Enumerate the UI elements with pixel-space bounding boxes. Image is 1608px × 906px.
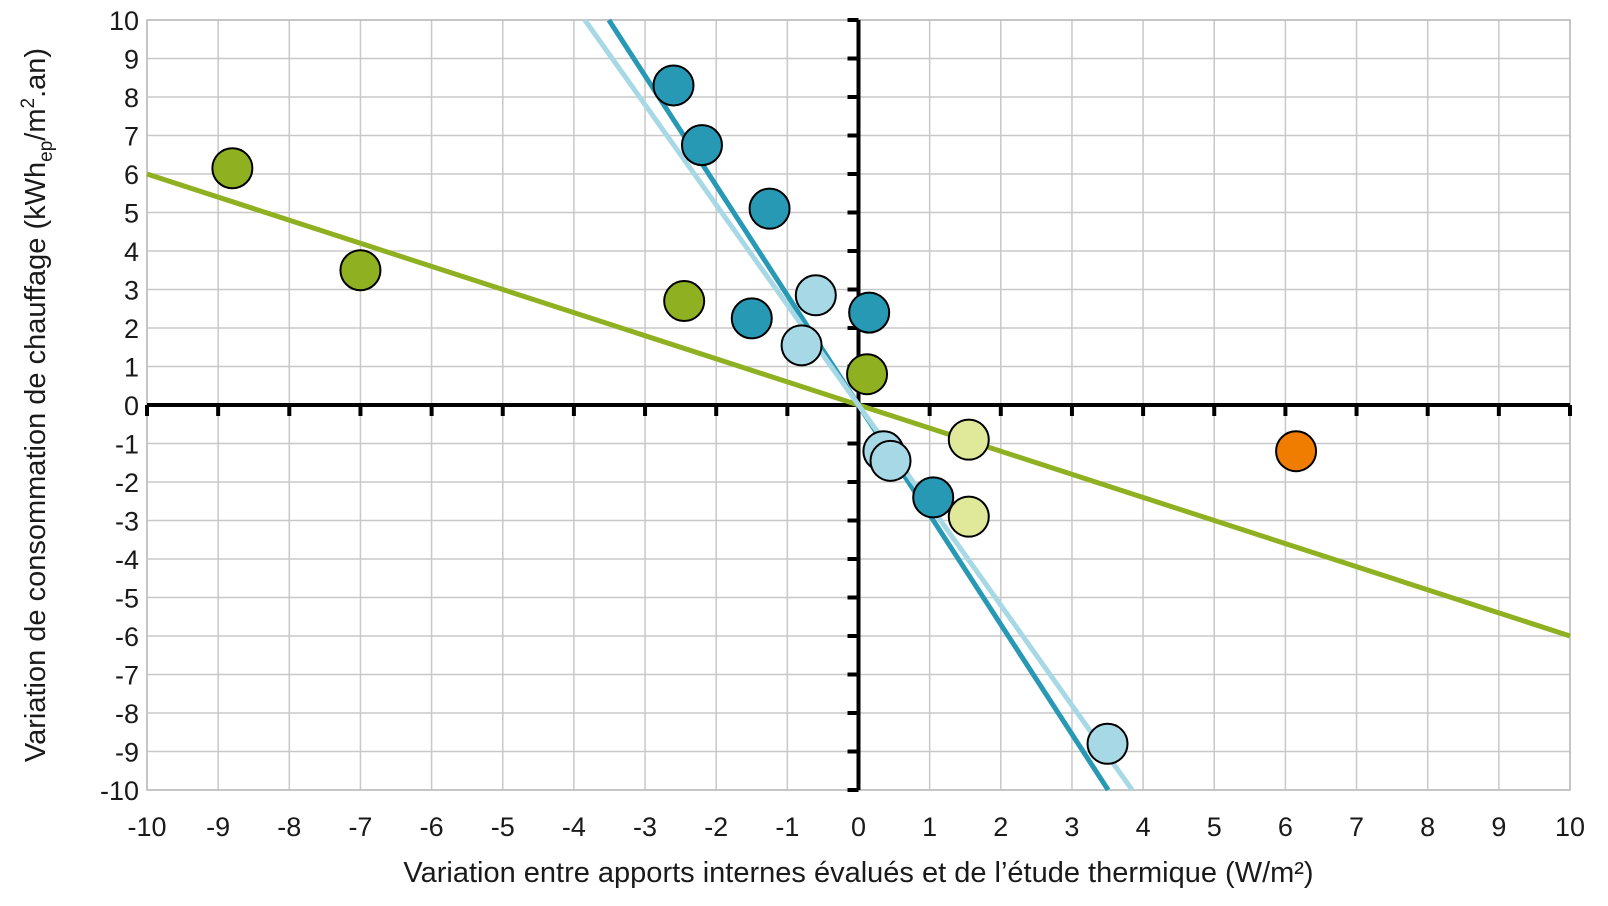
x-tick-label: 7 <box>1349 812 1364 842</box>
x-tick-label: -9 <box>206 812 230 842</box>
y-tick-label: -3 <box>115 507 139 537</box>
data-point <box>730 297 773 340</box>
x-tick-label: 4 <box>1136 812 1151 842</box>
y-axis-title: Variation de consommation de chauffage (… <box>18 48 57 762</box>
y-tick-label: -9 <box>115 738 139 768</box>
y-tick-label: 8 <box>124 83 139 113</box>
y-tick-label: 9 <box>124 45 139 75</box>
x-tick-label: 0 <box>851 812 866 842</box>
y-tick-label: 2 <box>124 314 139 344</box>
x-tick-label: 6 <box>1278 812 1293 842</box>
y-tick-label: 1 <box>124 353 139 383</box>
y-axis-title-subscript: ep <box>36 141 57 162</box>
y-tick-label: -1 <box>115 430 139 460</box>
x-tick-label: -2 <box>704 812 728 842</box>
y-tick-label: 6 <box>124 160 139 190</box>
trendline <box>582 18 1135 792</box>
data-point <box>680 124 723 167</box>
data-point <box>780 324 823 367</box>
y-tick-label: 5 <box>124 199 139 229</box>
data-point <box>663 280 706 323</box>
y-tick-label: -4 <box>115 545 139 575</box>
data-point <box>846 353 889 396</box>
y-tick-label: 3 <box>124 276 139 306</box>
x-tick-label: 5 <box>1207 812 1222 842</box>
data-point <box>947 418 990 461</box>
x-tick-label: 8 <box>1420 812 1435 842</box>
y-tick-label: -7 <box>115 661 139 691</box>
y-axis-title-prefix: Variation de consommation de chauffage (… <box>20 162 52 762</box>
y-axis-title-suffix: .an) <box>20 48 52 98</box>
y-tick-label: -10 <box>100 776 139 806</box>
data-point <box>869 439 912 482</box>
x-tick-label: -1 <box>775 812 799 842</box>
y-tick-label: 4 <box>124 237 139 267</box>
y-tick-label: -5 <box>115 584 139 614</box>
data-point <box>1275 430 1318 473</box>
data-point <box>211 147 254 190</box>
data-point <box>848 291 891 334</box>
data-point <box>912 476 955 519</box>
x-tick-label: -7 <box>348 812 372 842</box>
x-tick-label: 10 <box>1555 812 1585 842</box>
x-tick-label: -5 <box>491 812 515 842</box>
data-point <box>652 64 695 107</box>
x-tick-label: -10 <box>127 812 166 842</box>
x-tick-label: 1 <box>922 812 937 842</box>
y-tick-label: -2 <box>115 468 139 498</box>
data-points <box>211 64 1318 765</box>
data-point <box>794 274 837 317</box>
x-tick-label: -6 <box>420 812 444 842</box>
y-tick-label: 10 <box>109 6 139 36</box>
y-axis-title-middle: /m <box>20 108 52 140</box>
x-tick-label: 2 <box>993 812 1008 842</box>
x-tick-label: 3 <box>1064 812 1079 842</box>
x-tick-label: -3 <box>633 812 657 842</box>
y-axis-title-superscript: 2 <box>18 98 39 109</box>
data-point <box>748 187 791 230</box>
data-point <box>339 249 382 292</box>
data-point <box>1086 722 1129 765</box>
y-tick-label: 0 <box>124 391 139 421</box>
y-tick-label: -6 <box>115 622 139 652</box>
y-tick-label: 7 <box>124 122 139 152</box>
x-tick-label: 9 <box>1491 812 1506 842</box>
data-point <box>947 495 990 538</box>
y-tick-label: -8 <box>115 699 139 729</box>
x-tick-label: -8 <box>277 812 301 842</box>
x-axis-title: Variation entre apports internes évalués… <box>403 857 1313 889</box>
x-axis-tick-labels: -10 -9 -8 -7 -6 -5 -4 -3 -2 -1 0 1 2 3 4 5 6 7 8 9 10 <box>127 812 1585 842</box>
x-tick-label: -4 <box>562 812 586 842</box>
